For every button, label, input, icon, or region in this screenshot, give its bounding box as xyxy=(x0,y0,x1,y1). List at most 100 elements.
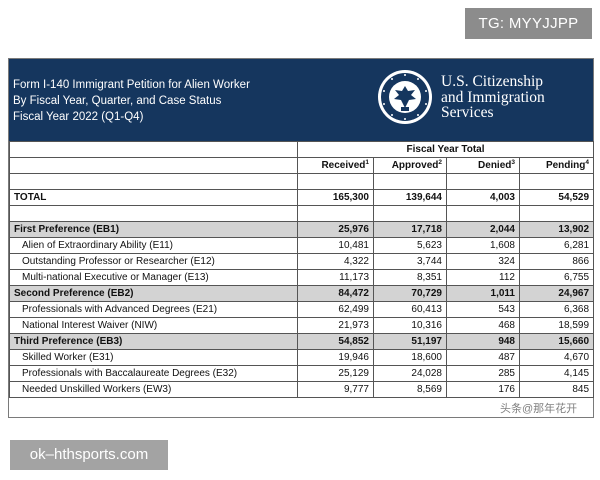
denied-cell: 324 xyxy=(446,253,520,270)
agency-line-2: and Immigration xyxy=(441,88,545,106)
col-header-received: Received1 xyxy=(297,157,374,174)
pending-cell: 845 xyxy=(518,381,595,398)
table-row: Multi-national Executive or Manager (E13… xyxy=(9,269,595,286)
pending-cell: 18,599 xyxy=(518,317,595,334)
approved-cell: 70,729 xyxy=(373,285,447,302)
title-line-1: Form I-140 Immigrant Petition for Alien … xyxy=(13,79,250,91)
report-banner: Form I-140 Immigrant Petition for Alien … xyxy=(9,59,593,141)
table-row: National Interest Waiver (NIW) 21,973 10… xyxy=(9,317,595,334)
title-line-2: By Fiscal Year, Quarter, and Case Status xyxy=(13,95,222,107)
received-cell: 10,481 xyxy=(297,237,374,254)
table-row: Outstanding Professor or Researcher (E12… xyxy=(9,253,595,270)
row-label: Multi-national Executive or Manager (E13… xyxy=(9,269,298,286)
petition-table: Fiscal Year Total Received1 Approved2 De… xyxy=(9,141,595,398)
denied-cell: 487 xyxy=(446,349,520,366)
denied-cell: 1,011 xyxy=(446,285,520,302)
agency-name: U.S. Citizenship and Immigration Service… xyxy=(441,74,545,121)
approved-cell: 51,197 xyxy=(373,333,447,350)
pending-cell: 6,281 xyxy=(518,237,595,254)
category-row-eb3: Third Preference (EB3) 54,852 51,197 948… xyxy=(9,333,595,350)
table-row: Skilled Worker (E31) 19,946 18,600 487 4… xyxy=(9,349,595,366)
platform-watermark: 头条@那年花开 xyxy=(500,403,578,415)
approved-cell: 8,569 xyxy=(373,381,447,398)
col-header-denied: Denied3 xyxy=(446,157,520,174)
denied-cell: 948 xyxy=(446,333,520,350)
row-label: Skilled Worker (E31) xyxy=(9,349,298,366)
table-row: Professionals with Advanced Degrees (E21… xyxy=(9,301,595,318)
fiscal-year-total-header: Fiscal Year Total xyxy=(296,141,595,158)
category-row-eb2: Second Preference (EB2) 84,472 70,729 1,… xyxy=(9,285,595,302)
col-header-pending: Pending4 xyxy=(518,157,595,174)
approved-cell: 60,413 xyxy=(373,301,447,318)
pending-cell: 6,755 xyxy=(518,269,595,286)
denied-cell: 2,044 xyxy=(446,221,520,238)
approved-cell: 5,623 xyxy=(373,237,447,254)
received-cell: 25,129 xyxy=(297,365,374,382)
uscis-report-document: Form I-140 Immigrant Petition for Alien … xyxy=(8,58,595,418)
received-cell: 4,322 xyxy=(297,253,374,270)
footnote-marker: 4 xyxy=(585,159,590,166)
denied-cell: 176 xyxy=(446,381,520,398)
pending-cell: 6,368 xyxy=(518,301,595,318)
blank-header-cell xyxy=(9,157,298,174)
denied-cell: 4,003 xyxy=(446,189,520,206)
received-cell: 9,777 xyxy=(297,381,374,398)
denied-cell: 285 xyxy=(446,365,520,382)
received-cell: 11,173 xyxy=(297,269,374,286)
footnote-marker: 3 xyxy=(511,159,515,166)
pending-cell: 15,660 xyxy=(518,333,595,350)
row-label: Second Preference (EB2) xyxy=(9,285,298,302)
denied-cell: 1,608 xyxy=(446,237,520,254)
approved-cell: 17,718 xyxy=(373,221,447,238)
approved-cell: 8,351 xyxy=(373,269,447,286)
row-label: First Preference (EB1) xyxy=(9,221,298,238)
table-row: Alien of Extraordinary Ability (E11) 10,… xyxy=(9,237,595,254)
total-row: TOTAL 165,300 139,644 4,003 54,529 xyxy=(9,189,595,206)
site-url-badge: ok–hthsports.com xyxy=(10,440,168,470)
denied-cell: 468 xyxy=(446,317,520,334)
row-label: National Interest Waiver (NIW) xyxy=(9,317,298,334)
denied-cell: 112 xyxy=(446,269,520,286)
received-cell: 165,300 xyxy=(297,189,374,206)
received-cell: 21,973 xyxy=(297,317,374,334)
pending-cell: 4,145 xyxy=(518,365,595,382)
agency-line-3: Services xyxy=(441,104,494,121)
denied-cell: 543 xyxy=(446,301,520,318)
row-label: Third Preference (EB3) xyxy=(9,333,298,350)
row-label: Professionals with Advanced Degrees (E21… xyxy=(9,301,298,318)
approved-cell: 3,744 xyxy=(373,253,447,270)
row-label: Alien of Extraordinary Ability (E11) xyxy=(9,237,298,254)
row-label: Needed Unskilled Workers (EW3) xyxy=(9,381,298,398)
pending-cell: 866 xyxy=(518,253,595,270)
row-label: TOTAL xyxy=(9,189,298,206)
received-cell: 19,946 xyxy=(297,349,374,366)
row-label: Professionals with Baccalaureate Degrees… xyxy=(9,365,298,382)
category-row-eb1: First Preference (EB1) 25,976 17,718 2,0… xyxy=(9,221,595,238)
row-label: Outstanding Professor or Researcher (E12… xyxy=(9,253,298,270)
title-line-3: Fiscal Year 2022 (Q1-Q4) xyxy=(13,111,144,123)
received-cell: 84,472 xyxy=(297,285,374,302)
pending-cell: 13,902 xyxy=(518,221,595,238)
spacer-row xyxy=(9,173,595,190)
agency-line-1: U.S. Citizenship xyxy=(441,73,544,90)
approved-cell: 10,316 xyxy=(373,317,447,334)
pending-cell: 4,670 xyxy=(518,349,595,366)
pending-cell: 54,529 xyxy=(518,189,595,206)
report-title: Form I-140 Immigrant Petition for Alien … xyxy=(13,77,250,125)
pending-cell: 24,967 xyxy=(518,285,595,302)
approved-cell: 24,028 xyxy=(373,365,447,382)
spacer-row xyxy=(9,205,595,222)
approved-cell: 139,644 xyxy=(373,189,447,206)
dhs-seal-icon xyxy=(378,70,432,124)
table-row: Needed Unskilled Workers (EW3) 9,777 8,5… xyxy=(9,381,595,398)
received-cell: 25,976 xyxy=(297,221,374,238)
blank-header-cell xyxy=(9,141,298,158)
tg-watermark-badge: TG: MYYJJPP xyxy=(465,8,592,39)
col-header-approved: Approved2 xyxy=(373,157,447,174)
footnote-marker: 1 xyxy=(365,159,369,166)
footnote-marker: 2 xyxy=(438,159,442,166)
received-cell: 62,499 xyxy=(297,301,374,318)
table-row: Professionals with Baccalaureate Degrees… xyxy=(9,365,595,382)
approved-cell: 18,600 xyxy=(373,349,447,366)
received-cell: 54,852 xyxy=(297,333,374,350)
